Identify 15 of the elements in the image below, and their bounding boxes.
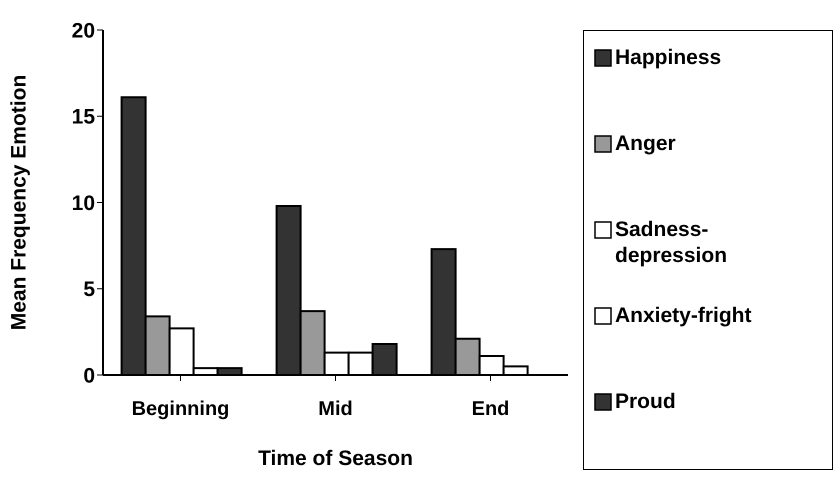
legend-label: Sadness-depression — [615, 217, 728, 269]
y-tick-label: 15 — [72, 106, 96, 129]
legend-label: Anger — [615, 131, 677, 157]
x-tick-label: End — [472, 398, 510, 420]
y-tick-label: 0 — [83, 364, 95, 388]
y-tick-label: 5 — [83, 278, 96, 302]
y-tick-label: 10 — [72, 192, 95, 215]
legend-label: Proud — [615, 389, 677, 415]
x-tick-label: Mid — [318, 398, 353, 420]
x-tick-label: Beginning — [132, 398, 230, 420]
x-axis-title: Time of Season — [258, 447, 413, 470]
y-axis-title: Mean Frequency Emotion — [7, 74, 30, 330]
legend-label: Anxiety-fright — [615, 303, 752, 329]
legend-label: Happiness — [615, 45, 722, 71]
y-tick-label: 20 — [72, 19, 95, 42]
